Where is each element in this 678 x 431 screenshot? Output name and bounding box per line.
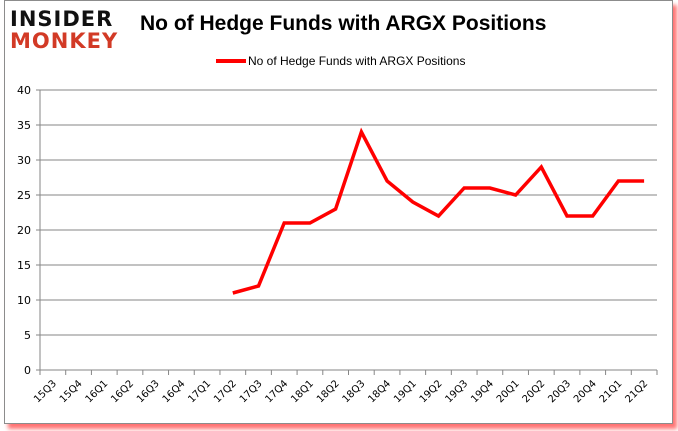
x-tick-label: 21Q1 [598, 378, 625, 405]
x-tick-label: 21Q2 [623, 378, 650, 405]
x-tick-label: 20Q3 [546, 378, 573, 405]
x-tick-label: 20Q1 [495, 378, 522, 405]
y-tick-label: 0 [24, 364, 31, 377]
logo-line-1: INSIDER [10, 7, 114, 31]
x-tick-label: 17Q3 [238, 378, 265, 405]
x-tick-label: 18Q2 [315, 378, 342, 405]
y-tick-label: 25 [17, 189, 31, 202]
series-line [232, 127, 645, 295]
logo-line-2: MONKEY [10, 29, 119, 53]
x-tick-label: 17Q4 [264, 378, 291, 405]
insider-monkey-logo: INSIDER MONKEY [10, 8, 128, 52]
chart-title: No of Hedge Funds with ARGX Positions [140, 12, 547, 35]
x-tick-label: 17Q1 [186, 378, 213, 405]
y-tick-label: 5 [24, 329, 31, 342]
x-tick-label: 19Q3 [443, 378, 470, 405]
chart-frame [4, 0, 673, 424]
legend-swatch-icon [216, 59, 246, 63]
x-tick-label: 20Q2 [521, 378, 548, 405]
y-tick-label: 15 [17, 259, 31, 272]
x-tick-label: 15Q4 [58, 378, 85, 405]
x-tick-label: 19Q2 [418, 378, 445, 405]
x-tick-label: 17Q2 [212, 378, 239, 405]
y-tick-label: 35 [17, 119, 31, 132]
x-tick-label: 16Q3 [135, 378, 162, 405]
x-tick-label: 16Q1 [84, 378, 111, 405]
x-tick-label: 19Q1 [392, 378, 419, 405]
x-tick-label: 18Q1 [289, 378, 316, 405]
x-tick-label: 16Q2 [109, 378, 136, 405]
y-tick-label: 20 [17, 224, 31, 237]
x-tick-label: 20Q4 [572, 378, 599, 405]
x-tick-label: 18Q3 [341, 378, 368, 405]
x-tick-label: 18Q4 [366, 378, 393, 405]
y-tick-label: 10 [17, 294, 31, 307]
legend-label: No of Hedge Funds with ARGX Positions [248, 54, 466, 68]
x-tick-label: 19Q4 [469, 378, 496, 405]
chart-legend: No of Hedge Funds with ARGX Positions [216, 54, 465, 68]
x-tick-label: 15Q3 [32, 378, 59, 405]
y-tick-label: 30 [17, 154, 31, 167]
x-tick-label: 16Q4 [161, 378, 188, 405]
y-tick-label: 40 [17, 84, 31, 97]
